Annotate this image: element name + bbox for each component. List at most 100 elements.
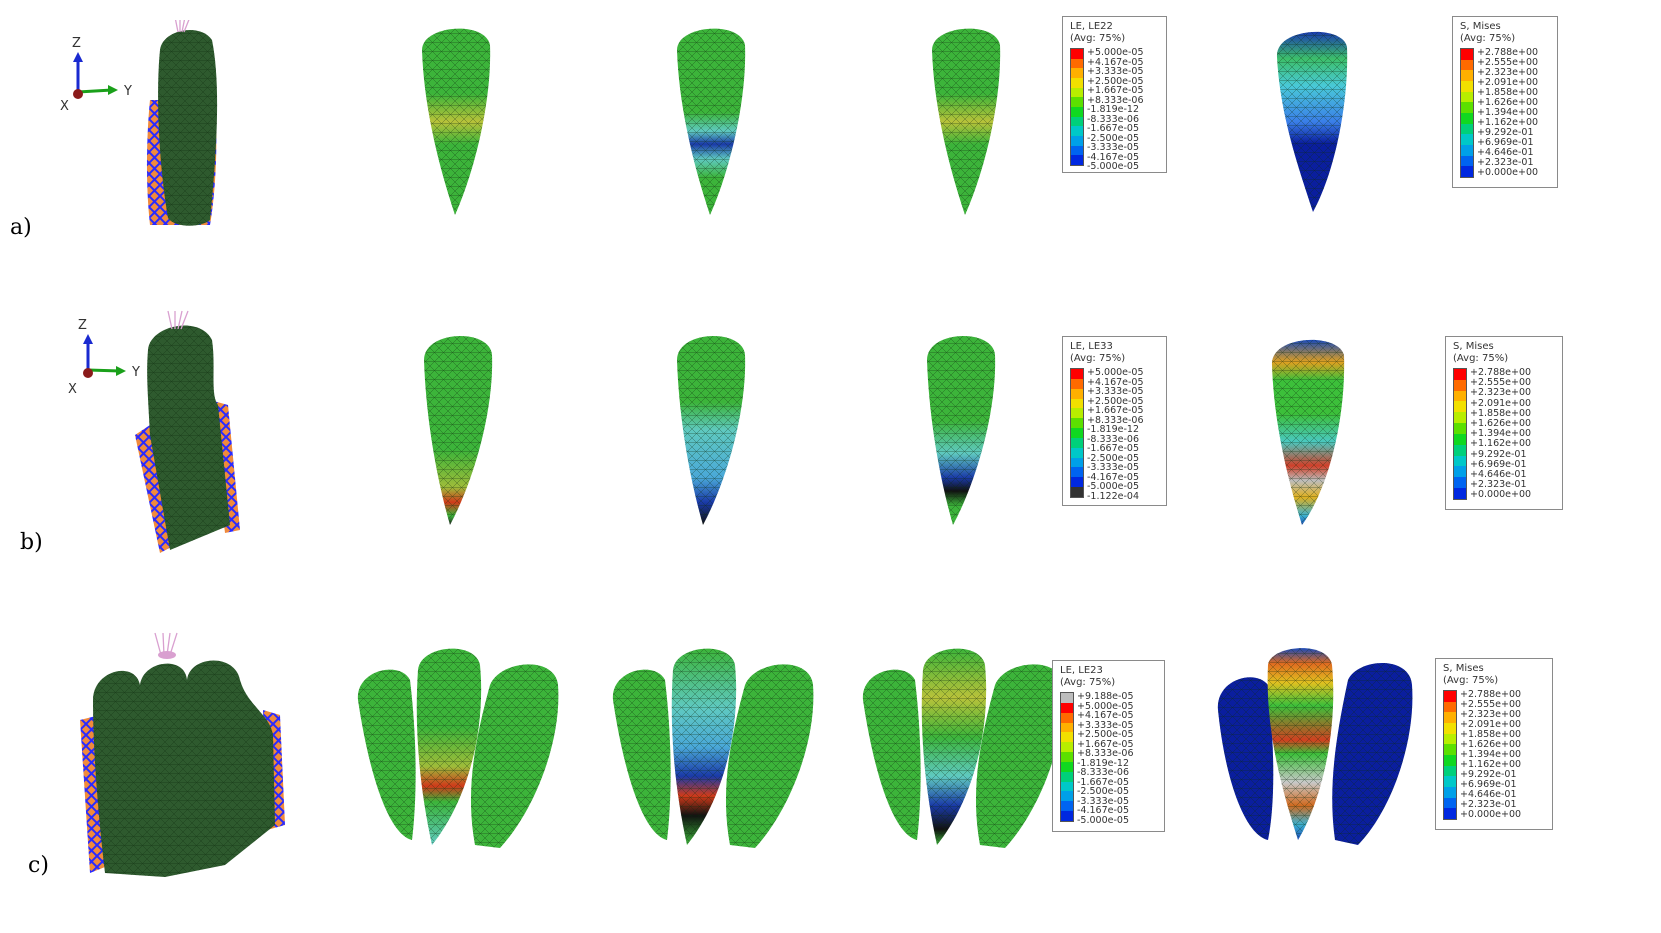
legend-value: +4.646e-01 [1470, 469, 1527, 481]
legend-value: +0.000e+00 [1477, 167, 1539, 179]
legend-value: -1.819e-12 [1077, 757, 1129, 769]
legend-color-swatch [1454, 488, 1466, 499]
legend-value: +4.167e-05 [1087, 376, 1144, 388]
axis-triad: Z Y X [68, 318, 140, 397]
row-a-stress-tooth [1276, 31, 1348, 212]
legend-avg: (Avg: 75%) [1460, 33, 1516, 44]
legend-color-swatch [1061, 712, 1073, 723]
legend-value: +2.323e+00 [1470, 387, 1532, 399]
legend-title: S, Mises [1443, 663, 1484, 674]
legend-color-swatch [1444, 691, 1456, 702]
legend-color-swatch [1444, 776, 1456, 788]
legend-avg: (Avg: 75%) [1070, 353, 1126, 364]
legend-color-swatch [1444, 701, 1456, 713]
row-c-strain-teeth-1 [357, 648, 559, 848]
legend-value: +2.500e-05 [1077, 729, 1134, 740]
legend-value: -2.500e-05 [1087, 132, 1139, 144]
legend-color-swatch [1061, 771, 1073, 782]
legend-value: +2.323e-01 [1460, 799, 1517, 811]
legend-value: -2.500e-05 [1077, 786, 1129, 797]
legend-value: +1.162e+00 [1477, 117, 1539, 129]
legend-title: LE, LE33 [1070, 341, 1113, 352]
legend-value: +6.969e-01 [1477, 137, 1534, 149]
legend-color-swatch [1454, 477, 1466, 489]
legend-value: -2.500e-05 [1087, 452, 1139, 464]
legend-value: +1.858e+00 [1477, 87, 1539, 99]
row-label-b: b) [20, 530, 43, 555]
legend-color-swatch [1071, 428, 1083, 438]
legend-value: +4.646e-01 [1477, 147, 1534, 159]
legend-color-swatch [1071, 398, 1083, 409]
legend-value: -1.667e-05 [1087, 443, 1139, 454]
legend-color-swatch [1071, 378, 1083, 389]
legend-value: -4.167e-05 [1087, 151, 1139, 163]
legend-color-swatch [1454, 401, 1466, 413]
legend-color-swatch [1444, 755, 1456, 766]
legend-value: +2.091e+00 [1477, 77, 1539, 89]
legend-value: -8.333e-06 [1087, 113, 1139, 125]
legend-value: +1.858e+00 [1460, 729, 1522, 741]
legend-color-swatch [1071, 107, 1083, 117]
legend-value: -8.333e-06 [1087, 433, 1139, 445]
legend-avg: (Avg: 75%) [1070, 33, 1126, 44]
legend-value: +2.500e-05 [1087, 75, 1144, 87]
legend-color-swatch [1071, 437, 1083, 448]
legend-title: LE, LE23 [1060, 665, 1103, 676]
legend-title: S, Mises [1460, 21, 1501, 32]
legend-value: +8.333e-06 [1087, 414, 1144, 426]
legend-value: -3.333e-05 [1087, 462, 1139, 473]
legend-title: S, Mises [1453, 341, 1494, 352]
legend-color-swatch [1071, 126, 1083, 137]
legend-color-swatch [1071, 457, 1083, 468]
legend-value: -5.000e-05 [1087, 161, 1139, 172]
legend-color-swatch [1461, 134, 1473, 146]
row-c-strain-teeth-2 [612, 648, 814, 848]
legend-color-bar [1070, 48, 1084, 166]
legend-title: LE, LE22 [1070, 21, 1113, 32]
legend-color-swatch [1071, 487, 1083, 497]
legend-value: +9.292e-01 [1477, 127, 1534, 139]
axis-z-label: Z [72, 36, 81, 51]
legend-color-swatch [1061, 732, 1073, 743]
legend-color-swatch [1071, 467, 1083, 478]
legend-value: +2.323e-01 [1470, 479, 1527, 491]
legend-value: +2.788e+00 [1477, 47, 1539, 58]
legend-color-swatch [1071, 58, 1083, 69]
legend-color-swatch [1061, 722, 1073, 733]
legend-color-swatch [1061, 791, 1073, 802]
legend-color-swatch [1461, 49, 1473, 60]
axis-x-label: X [60, 99, 69, 114]
legend-value: -5.000e-05 [1077, 814, 1129, 826]
row-b-boundary-model: Z Y X [68, 310, 240, 553]
legend-color-swatch [1071, 388, 1083, 399]
legend-color-swatch [1461, 155, 1473, 167]
legend-value: +3.333e-05 [1087, 386, 1144, 397]
load-lines [154, 632, 178, 656]
legend-value: +2.323e+00 [1460, 709, 1522, 721]
legend-value: +1.626e+00 [1470, 418, 1532, 430]
legend-color-swatch [1444, 744, 1456, 756]
legend-color-swatch [1061, 742, 1073, 753]
legend-color-bar [1060, 692, 1074, 822]
legend-value: +1.162e+00 [1460, 759, 1522, 771]
legend-color-swatch [1061, 811, 1073, 821]
legend-value: +6.969e-01 [1470, 458, 1527, 470]
legend-color-bar [1460, 48, 1474, 178]
legend-avg: (Avg: 75%) [1453, 353, 1509, 364]
row-b-strain-tooth-3 [927, 336, 996, 525]
legend-value: +1.626e+00 [1477, 97, 1539, 109]
legend-value: -3.333e-05 [1077, 795, 1129, 807]
row-b-strain-tooth-1 [424, 336, 493, 525]
load-lines [167, 310, 189, 330]
legend-value: +3.333e-05 [1087, 66, 1144, 77]
legend-value: +2.500e-05 [1087, 395, 1144, 407]
legend-value: +8.333e-06 [1087, 94, 1144, 106]
legend-color-swatch [1444, 808, 1456, 820]
legend-value: -1.667e-05 [1087, 123, 1139, 134]
legend-value: +2.788e+00 [1460, 689, 1522, 700]
legend-value: +1.394e+00 [1470, 428, 1532, 440]
legend-color-bar [1443, 690, 1457, 820]
legend-value: +2.091e+00 [1460, 719, 1522, 731]
legend-value: +2.788e+00 [1470, 367, 1532, 378]
row-a-strain-tooth-2 [677, 28, 746, 215]
